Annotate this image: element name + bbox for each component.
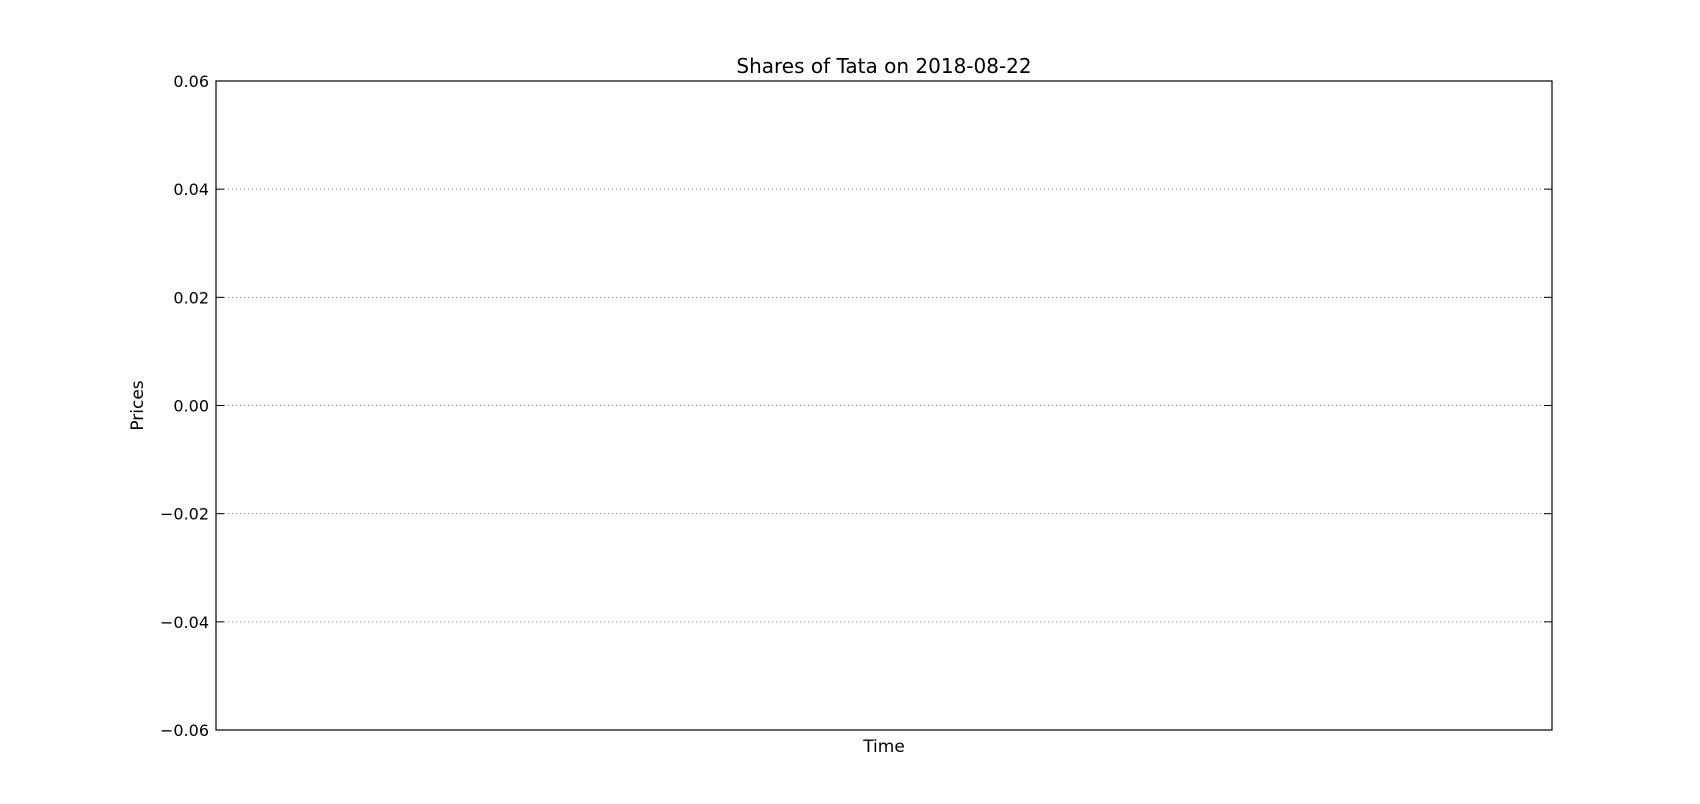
y-tick-label: 0.02 (173, 288, 209, 307)
y-axis-label: Prices (128, 380, 148, 430)
y-tick-label: −0.02 (160, 505, 209, 524)
grid-lines (216, 188, 1552, 623)
x-axis-label: Time (862, 737, 905, 757)
y-tick-label: 0.04 (173, 180, 209, 199)
y-tick-label: 0.06 (173, 72, 209, 91)
y-ticks: −0.06 −0.04 −0.02 0.00 0.02 0.04 0.06 (160, 72, 1552, 740)
y-tick-label: −0.06 (160, 721, 209, 740)
y-tick-label: 0.00 (173, 397, 209, 416)
y-tick-label: −0.04 (160, 613, 209, 632)
chart-title: Shares of Tata on 2018-08-22 (736, 54, 1031, 78)
